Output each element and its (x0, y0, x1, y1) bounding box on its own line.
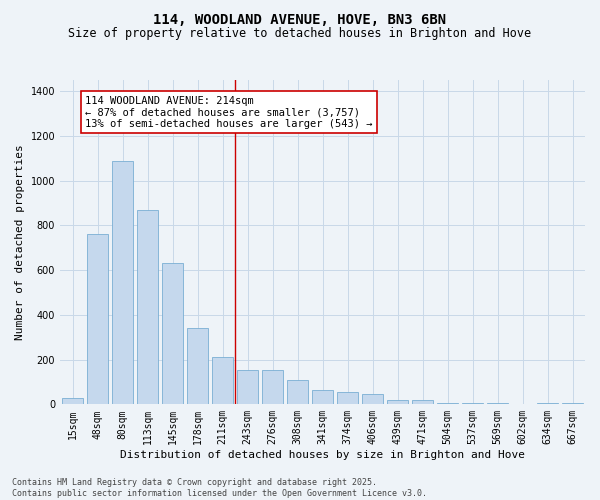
Bar (387, 400, 408, 404)
Bar (412, 400, 433, 404)
Bar (562, 403, 583, 404)
Bar (537, 403, 558, 404)
Bar (337, 392, 358, 404)
Text: 114 WOODLAND AVENUE: 214sqm
← 87% of detached houses are smaller (3,757)
13% of : 114 WOODLAND AVENUE: 214sqm ← 87% of det… (85, 96, 373, 129)
Bar (112, 160, 133, 404)
Bar (287, 380, 308, 404)
Bar (262, 370, 283, 404)
Bar (487, 403, 508, 404)
Bar (87, 234, 108, 404)
Bar (187, 328, 208, 404)
Bar (362, 394, 383, 404)
Text: 114, WOODLAND AVENUE, HOVE, BN3 6BN: 114, WOODLAND AVENUE, HOVE, BN3 6BN (154, 12, 446, 26)
Text: Size of property relative to detached houses in Brighton and Hove: Size of property relative to detached ho… (68, 28, 532, 40)
Y-axis label: Number of detached properties: Number of detached properties (15, 144, 25, 340)
Bar (237, 370, 258, 404)
Text: Contains HM Land Registry data © Crown copyright and database right 2025.
Contai: Contains HM Land Registry data © Crown c… (12, 478, 427, 498)
Bar (212, 358, 233, 405)
Bar (437, 403, 458, 404)
Bar (62, 398, 83, 404)
Bar (162, 264, 183, 404)
Bar (137, 210, 158, 404)
Bar (462, 403, 483, 404)
Bar (312, 390, 333, 404)
X-axis label: Distribution of detached houses by size in Brighton and Hove: Distribution of detached houses by size … (120, 450, 525, 460)
